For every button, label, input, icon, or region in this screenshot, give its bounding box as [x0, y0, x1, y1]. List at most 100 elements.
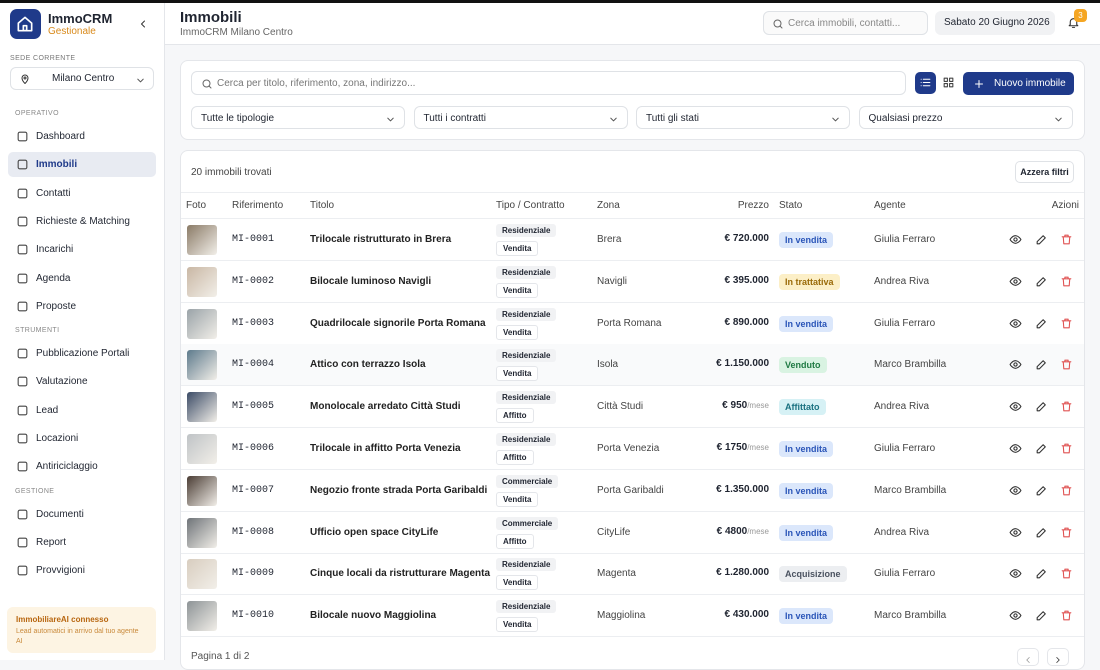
edit-button[interactable]	[1035, 484, 1048, 502]
table-row[interactable]: MI-0009 Cinque locali da ristrutturare Ma…	[181, 553, 1084, 596]
edit-button[interactable]	[1035, 567, 1048, 585]
price: € 1.150.000	[716, 358, 769, 370]
pin-icon	[19, 72, 31, 90]
nav-item[interactable]: Pubblicazione Portali	[8, 341, 156, 366]
prev-page[interactable]	[1017, 648, 1039, 666]
table-row[interactable]: MI-0003 Quadrilocale signorile Porta Roma…	[181, 303, 1084, 345]
photo	[187, 350, 217, 381]
view-button[interactable]	[1009, 609, 1022, 627]
view-button[interactable]	[1009, 526, 1022, 544]
icon-part	[1036, 235, 1046, 245]
contract-tag: Affitto	[496, 408, 534, 424]
view-button[interactable]	[1009, 484, 1022, 502]
nav-item[interactable]: Contatti	[8, 181, 156, 206]
icon-part	[1061, 401, 1072, 412]
icon	[1009, 235, 1022, 244]
nav-icon	[16, 243, 29, 261]
nav-item[interactable]: Antiriciclaggio	[8, 454, 156, 479]
view-button[interactable]	[1009, 358, 1022, 376]
contract-tag: Affitto	[496, 533, 534, 549]
delete-button[interactable]	[1060, 609, 1073, 627]
delete-button[interactable]	[1060, 233, 1073, 251]
icon	[1056, 657, 1060, 663]
view-button[interactable]	[1009, 442, 1022, 460]
delete-button[interactable]	[1060, 275, 1073, 293]
nav-item[interactable]: Lead	[8, 398, 156, 423]
nav-item[interactable]: Richieste & Matching	[8, 209, 156, 234]
table-row[interactable]: MI-0001 Trilocale ristrutturato in Brera R…	[181, 219, 1084, 261]
search-icon	[201, 77, 213, 95]
edit-button[interactable]	[1035, 442, 1048, 460]
table-row[interactable]: MI-0005 Monolocale arredato Città Studi Re…	[181, 386, 1084, 429]
table-row[interactable]: MI-0004 Attico con terrazzo Isola Residenz…	[181, 344, 1084, 387]
icon-part	[17, 537, 28, 548]
nav-item[interactable]: Proposte	[8, 294, 156, 319]
view-button[interactable]	[1009, 567, 1022, 585]
icon	[920, 78, 931, 87]
next-page[interactable]	[1047, 648, 1069, 666]
edit-button[interactable]	[1035, 526, 1048, 544]
filter-select[interactable]: Tutte le tipologie	[191, 106, 405, 129]
price: € 1.350.000	[716, 483, 769, 495]
nav-item[interactable]: Report	[8, 530, 156, 555]
edit-button[interactable]	[1035, 233, 1048, 251]
nav-icon	[16, 432, 29, 450]
edit-button[interactable]	[1035, 400, 1048, 418]
nav-item[interactable]: Documenti	[8, 502, 156, 527]
nav-icon	[16, 187, 29, 205]
list-view-button[interactable]	[915, 72, 936, 94]
table-row[interactable]: MI-0007 Negozio fronte strada Porta Garib…	[181, 470, 1084, 512]
delete-button[interactable]	[1060, 400, 1073, 418]
reset-button[interactable]: Azzera filtri	[1015, 161, 1074, 183]
price-cell: € 4800/mese	[717, 526, 769, 537]
nav-item[interactable]: Dashboard	[8, 124, 156, 149]
office-select[interactable]: Milano Centro	[10, 67, 154, 90]
contract-tag: Vendita	[496, 324, 539, 340]
table-row[interactable]: MI-0010 Bilocale nuovo Maggiolina Residenz…	[181, 595, 1084, 638]
edit-button[interactable]	[1035, 275, 1048, 293]
nav-icon	[16, 564, 29, 582]
view-button[interactable]	[1009, 275, 1022, 293]
nav-item[interactable]: Locazioni	[8, 426, 156, 451]
icon	[21, 74, 29, 84]
view-button[interactable]	[1009, 400, 1022, 418]
filter-select[interactable]: Qualsiasi prezzo	[858, 106, 1073, 129]
select-label: Tutti i contratti	[423, 113, 486, 124]
global-search[interactable]: Cerca immobili, contatti...	[763, 11, 928, 35]
filter-select[interactable]: Tutti i contratti	[413, 106, 628, 129]
table-row[interactable]: MI-0002 Bilocale luminoso Navigli Residenz…	[181, 261, 1084, 303]
delete-button[interactable]	[1060, 526, 1073, 544]
nav-item[interactable]: Agenda	[8, 266, 156, 291]
status-badge: In trattativa	[779, 273, 840, 290]
photo	[187, 308, 217, 339]
icon-part	[1013, 613, 1018, 618]
grid-view-button[interactable]	[938, 72, 959, 94]
price-cell: € 1.280.000	[716, 567, 769, 578]
edit-button[interactable]	[1035, 317, 1048, 335]
delete-button[interactable]	[1060, 442, 1073, 460]
view-button[interactable]	[1009, 233, 1022, 251]
icon-part	[1013, 404, 1018, 409]
nav-item[interactable]: Valutazione	[8, 369, 156, 394]
nav-label: Agenda	[36, 272, 71, 284]
new-button[interactable]: Nuovo immobile	[963, 72, 1074, 95]
icon	[1061, 401, 1072, 412]
nav-item[interactable]: Immobili	[8, 152, 156, 178]
delete-button[interactable]	[1060, 358, 1073, 376]
status-badge: In vendita	[779, 482, 834, 499]
nav-item[interactable]: Provvigioni	[8, 558, 156, 583]
filter-search[interactable]: Cerca per titolo, riferimento, zona, ind…	[191, 71, 906, 95]
delete-button[interactable]	[1060, 317, 1073, 335]
edit-button[interactable]	[1035, 358, 1048, 376]
nav-item[interactable]: Incarichi	[8, 237, 156, 262]
select-label: Tutti gli stati	[646, 113, 699, 124]
edit-button[interactable]	[1035, 609, 1048, 627]
delete-button[interactable]	[1060, 567, 1073, 585]
table-row[interactable]: MI-0006 Trilocale in affitto Porta Venezi…	[181, 428, 1084, 470]
view-button[interactable]	[1009, 317, 1022, 335]
collapse-button[interactable]	[137, 17, 149, 35]
filter-select[interactable]: Tutti gli stati	[636, 106, 850, 129]
table-row[interactable]: MI-0008 Ufficio open space CityLife Commer…	[181, 512, 1084, 554]
delete-button[interactable]	[1060, 484, 1073, 502]
price-unit: /mese	[747, 443, 769, 452]
